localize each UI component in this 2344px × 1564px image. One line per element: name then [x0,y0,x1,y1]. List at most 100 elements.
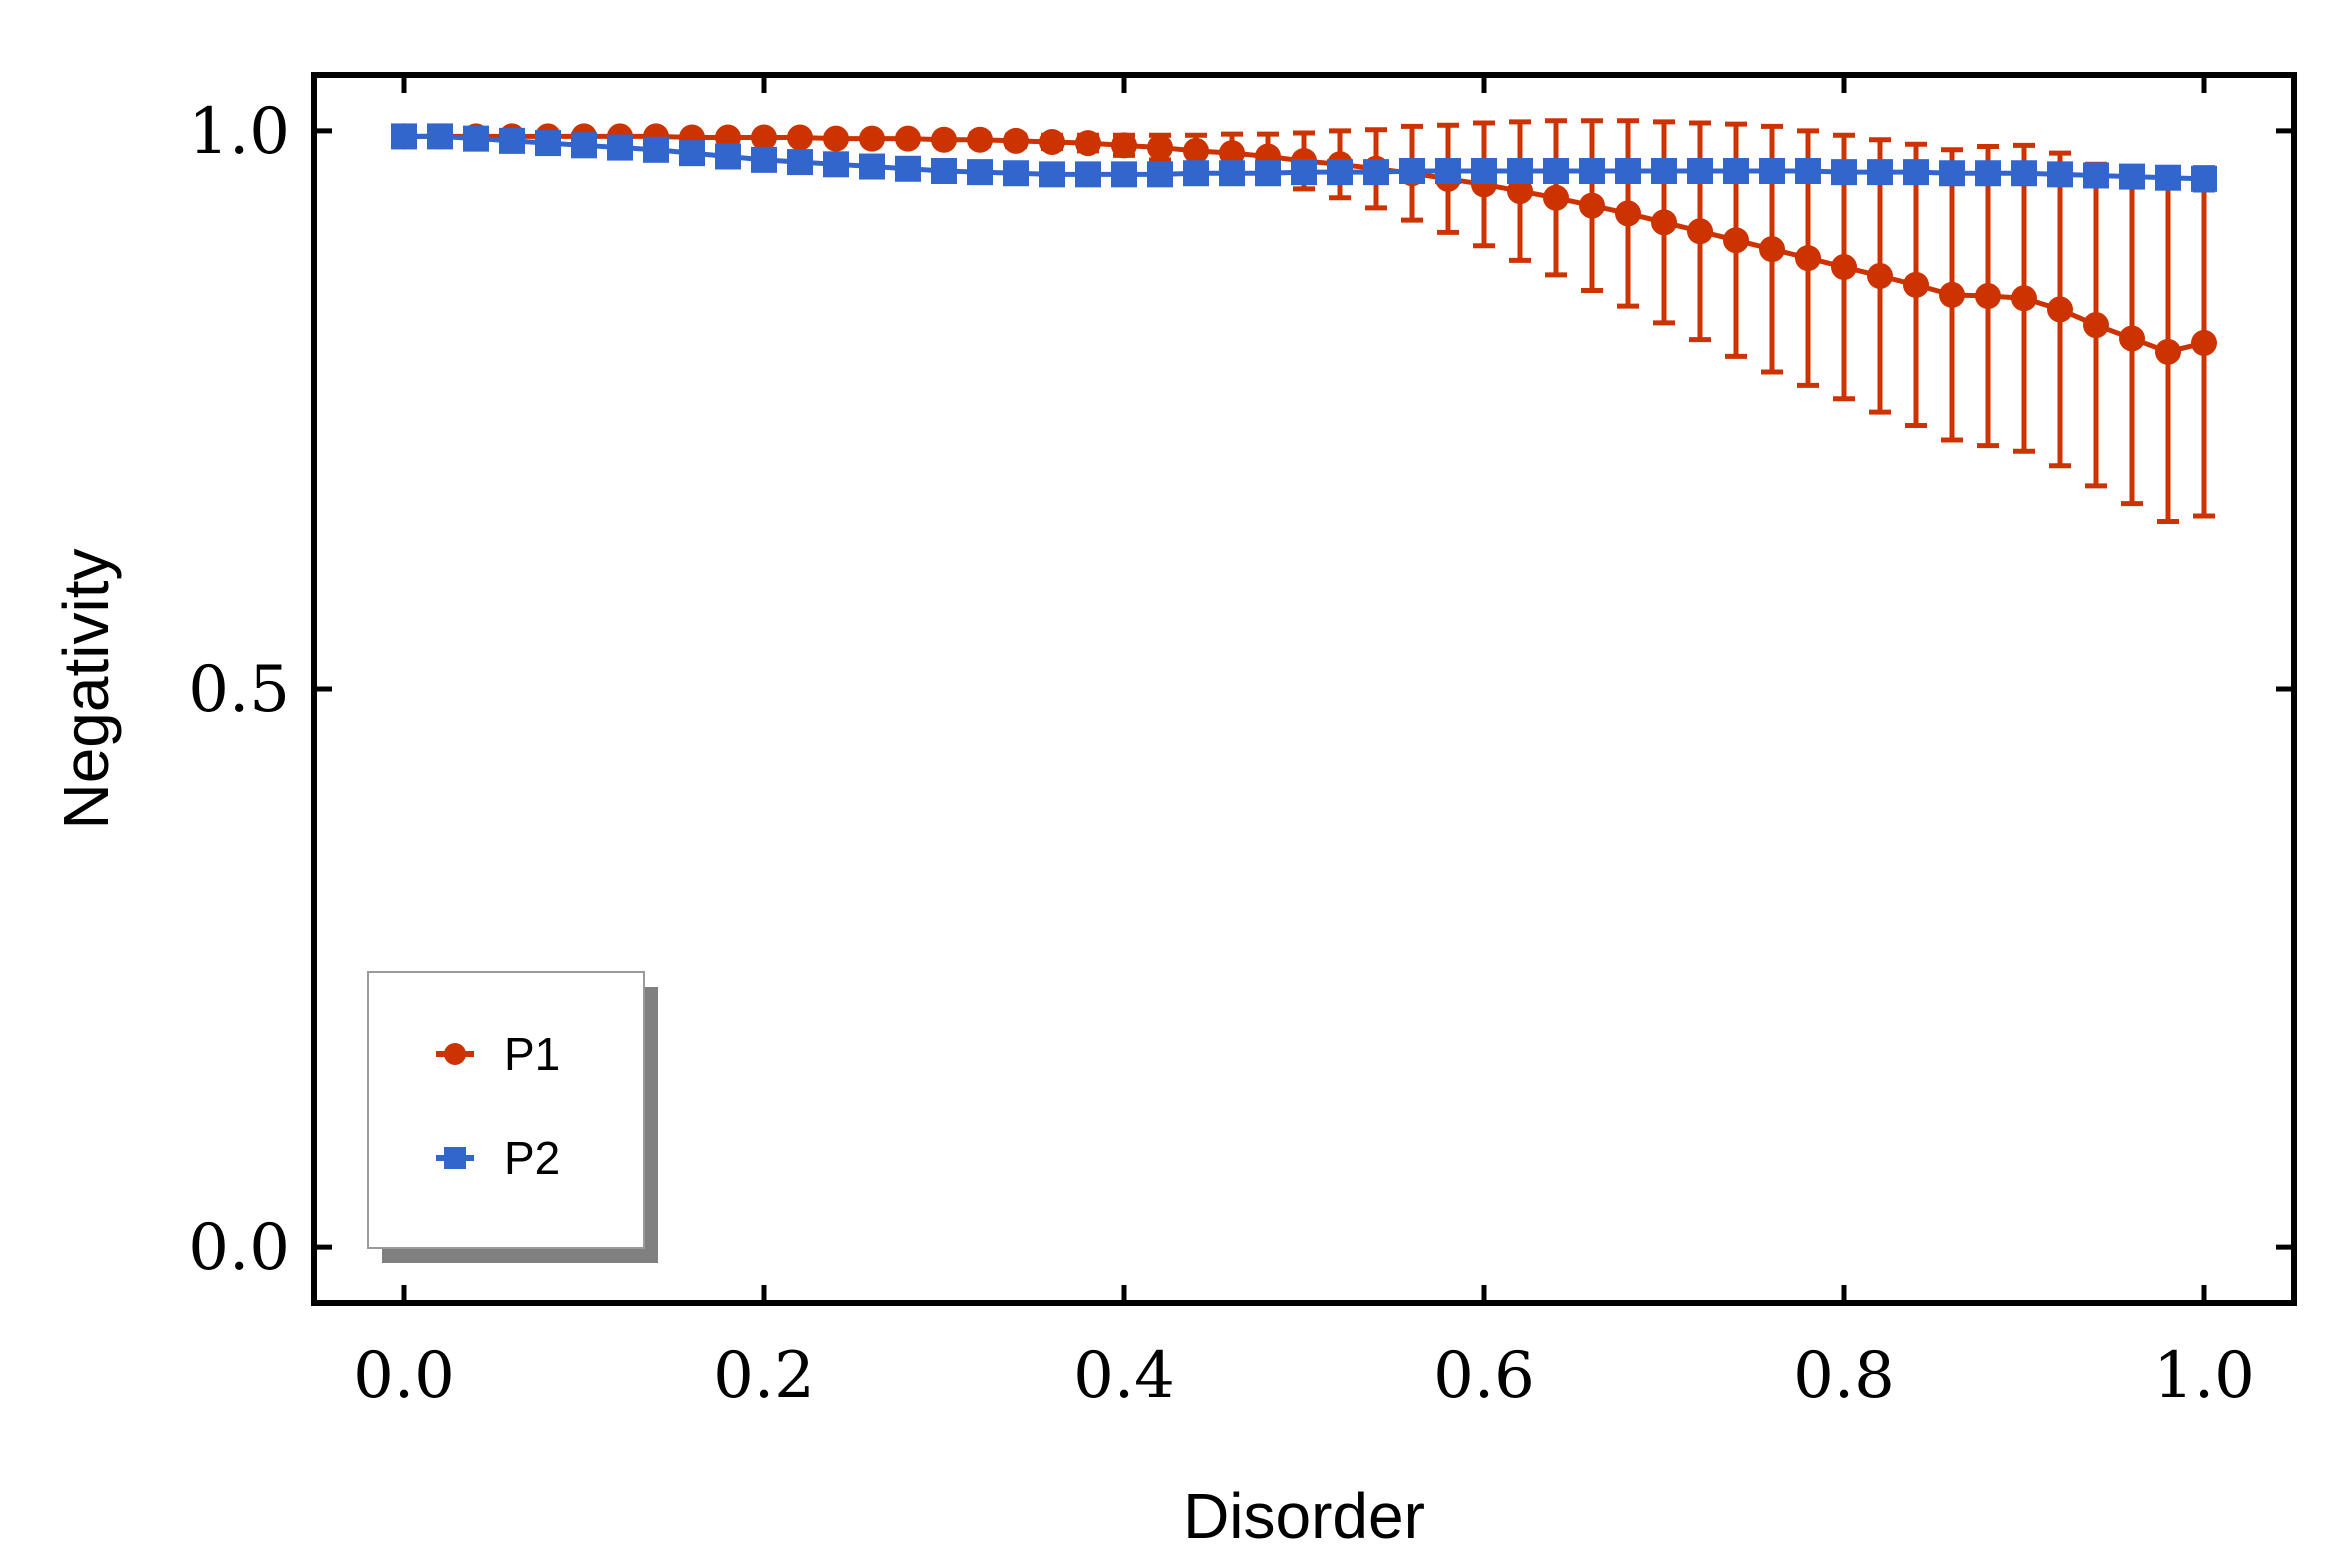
legend-box [367,971,645,1249]
data-point [2083,162,2109,189]
x-tick-label: 0.6 [1433,1339,1535,1413]
data-point [1867,159,1893,186]
data-point [1795,158,1821,185]
data-point [1183,137,1209,164]
x-tick-label: 0.4 [1073,1339,1175,1413]
data-point [1759,236,1785,263]
data-point [1939,160,1965,187]
data-point [751,124,777,151]
data-point [1651,209,1677,236]
data-point [1039,161,1065,188]
y-tick-label: 0.5 [188,653,290,727]
data-point [1543,158,1569,185]
data-point [1183,160,1209,187]
data-point [1399,158,1425,185]
data-point [535,130,561,157]
data-point [895,155,921,182]
data-point [1615,158,1641,185]
data-point [1075,161,1101,188]
data-point [1723,227,1749,254]
data-point [787,124,813,151]
series-layer [391,118,2217,525]
data-point [1255,160,1281,187]
data-point [1147,161,1173,188]
data-point [895,125,921,152]
data-point [1507,158,1533,185]
x-axis-title: Disorder [1183,1480,1425,1552]
data-point [1759,158,1785,185]
data-point [1579,192,1605,219]
data-point [2011,160,2037,187]
data-point [1471,158,1497,185]
data-point [2119,325,2145,352]
data-point [2011,285,2037,312]
data-point [1903,271,1929,298]
data-point [1687,158,1713,185]
data-point [1615,200,1641,227]
data-point [1039,128,1065,155]
data-point [2155,338,2181,365]
series-p2 [391,123,2217,193]
data-point [715,143,741,170]
data-point [859,125,885,152]
data-point [2047,161,2073,188]
x-tick-label: 0.8 [1793,1339,1895,1413]
data-point [1291,159,1317,186]
data-point [2155,164,2181,191]
x-tick-label: 1.0 [2153,1339,2255,1413]
data-point [1147,134,1173,161]
data-point [1003,160,1029,187]
data-point [391,123,417,150]
legend-p2-label: P2 [504,1132,560,1184]
data-point [1723,158,1749,185]
y-tick-label: 1.0 [188,95,290,169]
x-tick-label: 0.2 [713,1339,815,1413]
data-point [571,132,597,159]
data-point [1975,283,2001,310]
y-tick-label: 0.0 [188,1211,290,1285]
data-point [427,123,453,150]
data-point [2119,163,2145,190]
data-point [1543,184,1569,211]
data-point [1975,160,2001,187]
data-point [751,146,777,173]
data-point [1795,245,1821,272]
legend-entry-p1: P1 [436,1028,560,1080]
data-point [2047,296,2073,323]
data-point [1363,159,1389,186]
data-point [787,149,813,176]
data-point [2191,165,2217,192]
data-point [463,125,489,152]
data-point [1435,158,1461,185]
data-point [1867,262,1893,289]
data-point [1651,158,1677,185]
data-point [1507,178,1533,205]
data-point [931,158,957,185]
data-point [1075,130,1101,157]
data-point [859,153,885,180]
data-point [823,125,849,152]
legend-entry-p2: P2 [436,1132,560,1184]
data-point [1219,140,1245,167]
data-point [823,151,849,178]
legend-p1-label: P1 [504,1028,560,1080]
data-point [1903,159,1929,186]
data-point [679,140,705,167]
data-point [1003,127,1029,154]
data-point [1219,160,1245,187]
data-point [499,127,525,154]
data-point [967,126,993,153]
data-point [2191,329,2217,356]
data-point [967,159,993,186]
data-point [1111,132,1137,159]
legend-p1-marker [444,1043,466,1065]
data-point [2083,312,2109,339]
data-point [1111,161,1137,188]
data-point [643,136,669,163]
data-point [607,134,633,161]
y-axis-title: Negativity [50,549,122,830]
data-point [931,126,957,153]
ticks-layer: 0.0 0.2 0.4 0.6 0.8 1.0 0.0 0.5 1.0 [188,75,2294,1413]
